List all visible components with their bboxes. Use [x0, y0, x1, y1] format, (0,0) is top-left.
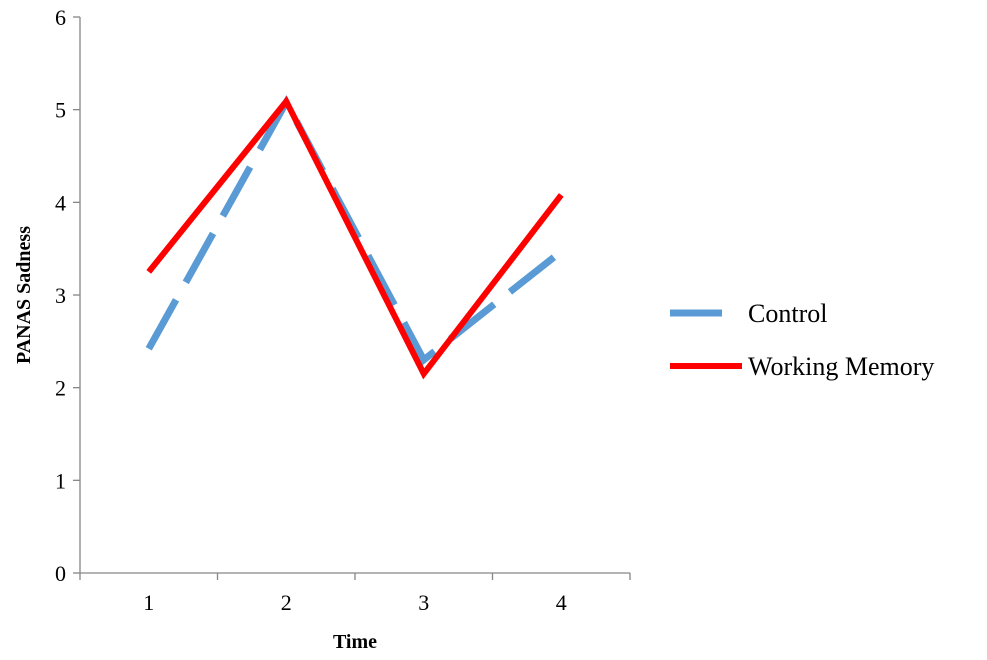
y-ticks: 0 1 2 3 4 5 6 — [55, 5, 80, 586]
y-tick-label: 4 — [55, 190, 66, 215]
x-axis-title: Time — [333, 631, 377, 653]
x-tick-label: 3 — [418, 590, 429, 615]
x-tick-label: 4 — [556, 590, 567, 615]
legend-label: Control — [748, 299, 827, 328]
y-axis-title: PANAS Sadness — [13, 226, 35, 364]
series-lines — [145, 94, 564, 380]
axes — [79, 17, 630, 574]
series-line-working-memory — [146, 95, 564, 380]
legend: Control Working Memory — [670, 299, 934, 381]
y-tick-label: 3 — [55, 283, 66, 308]
x-tick-label: 2 — [281, 590, 292, 615]
y-tick-label: 0 — [55, 561, 66, 586]
legend-label: Working Memory — [748, 352, 934, 381]
y-tick-label: 5 — [55, 98, 66, 123]
y-tick-label: 6 — [55, 5, 66, 30]
y-tick-label: 2 — [55, 376, 66, 401]
x-ticks: 1 2 3 4 — [79, 573, 631, 615]
x-tick-label: 1 — [143, 590, 154, 615]
y-tick-label: 1 — [55, 468, 66, 493]
